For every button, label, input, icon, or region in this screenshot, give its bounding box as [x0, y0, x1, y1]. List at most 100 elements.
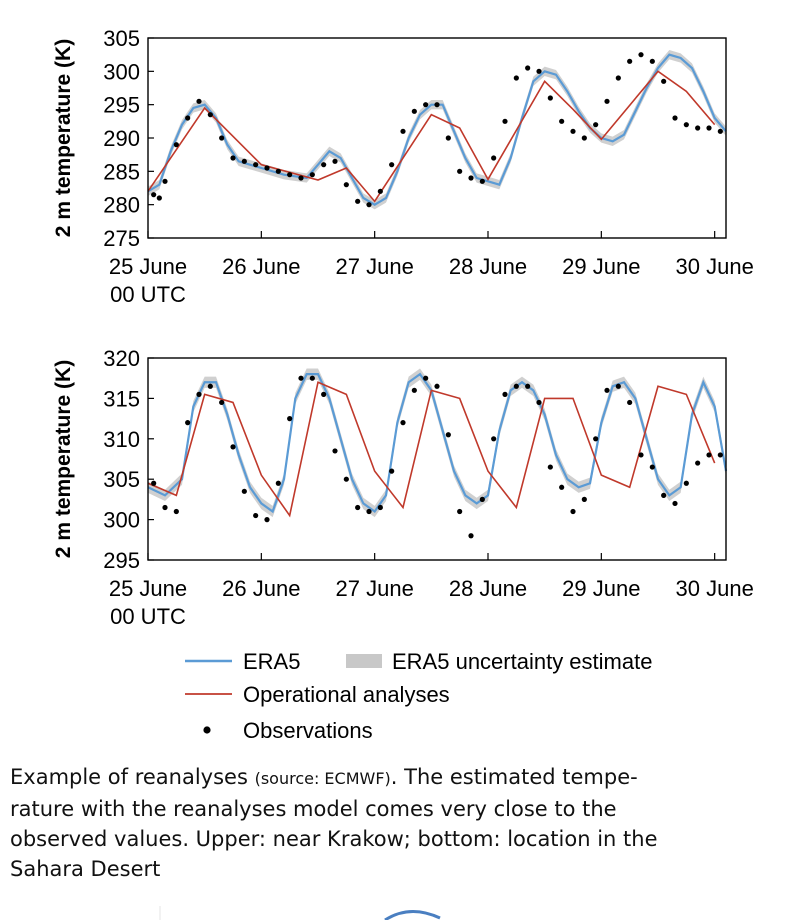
- chart-sahara-observation-point: [570, 508, 576, 515]
- chart-sahara-observation-point: [196, 391, 202, 397]
- chart-krakow-observation-point: [445, 135, 451, 141]
- chart-sahara-xtick-label: 25 June: [109, 576, 187, 601]
- chart-krakow-gridlines: [147, 37, 716, 239]
- chart-krakow-observation-point: [411, 108, 417, 114]
- chart-krakow-observation-point: [627, 58, 633, 64]
- chart-sahara-observation-point: [207, 383, 213, 389]
- chart-sahara-observation-point: [445, 432, 451, 438]
- chart-krakow-uncertainty-band: [148, 50, 726, 210]
- chart-sahara-ytick-labels: 295 300 305 310 315 320: [103, 346, 140, 573]
- chart-sahara-xtick-labels: 25 June 26 June 27 June 28 June 29 June 30 Ju…: [109, 576, 754, 629]
- chart-sahara-observation-point: [241, 488, 247, 494]
- chart-sahara-observation-point: [298, 375, 304, 381]
- chart-krakow-observation-point: [649, 58, 655, 64]
- legend-uncertainty-swatch: [346, 654, 382, 668]
- chart-krakow-observation-point: [366, 202, 372, 208]
- chart-krakow-observation-point: [615, 75, 621, 81]
- chart-krakow-observation-point: [434, 102, 440, 108]
- chart-sahara-observation-point: [275, 480, 281, 486]
- chart-krakow-observation-point: [491, 155, 497, 161]
- chart-krakow-xtick-label: 25 June: [109, 254, 187, 279]
- chart-sahara-observation-point: [423, 375, 429, 381]
- chart-sahara-observation-point: [559, 484, 565, 490]
- chart-krakow-observation-point: [638, 52, 644, 58]
- caption-line1-rest: . The estimated tempe-: [390, 765, 638, 789]
- chart-krakow-xtick-label: 28 June: [449, 254, 527, 279]
- chart-krakow-observations: [151, 52, 723, 208]
- caption-line-3: observed values. Upper: near Krakow; bot…: [10, 827, 658, 851]
- chart-krakow-observation-point: [559, 118, 565, 124]
- chart-krakow-observation-point: [389, 162, 395, 168]
- chart-krakow-observation-point: [151, 192, 157, 198]
- chart-sahara-observation-point: [355, 504, 361, 511]
- chart-sahara-xtick-label: 26 June: [222, 576, 300, 601]
- chart-sahara-observation-point: [457, 508, 463, 515]
- chart-krakow-ytick-label: 290: [103, 126, 140, 151]
- chart-krakow-ytick-label: 285: [103, 159, 140, 184]
- chart-krakow-xtick-sublabel: 00 UTC: [110, 282, 186, 307]
- chart-sahara-observation-point: [604, 387, 610, 393]
- chart-sahara-ytick-label: 320: [103, 346, 140, 371]
- chart-sahara-observation-point: [468, 533, 474, 539]
- chart-sahara-observation-point: [400, 420, 406, 426]
- legend-observations-label: Observations: [243, 718, 373, 743]
- chart-sahara-observation-point: [434, 383, 440, 389]
- chart-krakow-xtick-label: 30 June: [676, 254, 754, 279]
- chart-krakow-observation-point: [185, 115, 191, 121]
- chart-krakow-y-axis-title: 2 m temperature (K): [52, 39, 75, 237]
- chart-krakow-observation-point: [513, 75, 519, 81]
- chart-sahara-xtick-sublabel: 00 UTC: [110, 604, 186, 629]
- chart-sahara-observation-point: [683, 480, 689, 486]
- chart-krakow-observation-point: [230, 155, 236, 161]
- figure: 275 280 285 290 295 300 305 25 June 26 June 27 J…: [52, 26, 754, 743]
- chart-sahara-y-axis-title: 2 m temperature (K): [52, 360, 75, 558]
- chart-sahara-observation-point: [706, 452, 712, 458]
- chart-krakow-observation-point: [593, 122, 599, 128]
- chart-sahara-operational-line: [147, 381, 716, 518]
- chart-krakow-observation-point: [717, 128, 723, 134]
- chart-sahara-uncertainty-band: [148, 368, 726, 518]
- chart-krakow-xtick-labels: 25 June 26 June 27 June 28 June 29 June 30 Ju…: [109, 254, 754, 307]
- chart-sahara-observation-point: [649, 464, 655, 470]
- chart-sahara-ytick-label: 295: [103, 548, 140, 573]
- chart-krakow-observation-point: [309, 172, 315, 178]
- chart-krakow-observation-point: [706, 125, 712, 131]
- chart-krakow-observation-point: [604, 98, 610, 104]
- chart-sahara-observation-point: [366, 508, 372, 515]
- chart-sahara-ytick-label: 310: [103, 427, 140, 452]
- chart-sahara-observation-point: [638, 452, 644, 458]
- chart-sahara-observation-point: [230, 444, 236, 450]
- chart-krakow-uncertainty-area: [148, 50, 726, 210]
- chart-krakow-observation-point: [343, 182, 349, 188]
- chart-sahara-observation-point: [343, 476, 349, 482]
- chart-krakow-observation-point: [423, 102, 429, 108]
- chart-krakow-observation-point: [156, 195, 162, 201]
- chart-sahara-observation-point: [593, 436, 599, 442]
- chart-krakow-ytick-label: 275: [103, 226, 140, 251]
- chart-krakow-observation-point: [570, 128, 576, 134]
- chart-sahara-observation-point: [502, 391, 508, 397]
- chart-krakow-observation-point: [275, 168, 281, 174]
- legend-operational-label: Operational analyses: [243, 682, 450, 707]
- chart-krakow-observation-point: [547, 95, 553, 101]
- legend-observations-marker: [203, 726, 211, 734]
- caption-line-2: rature with the reanalyses model comes v…: [10, 797, 617, 821]
- chart-sahara-observation-point: [479, 496, 485, 502]
- chart-krakow-era5-line: [147, 53, 727, 206]
- chart-krakow-observation-point: [219, 135, 225, 141]
- chart-krakow-xtick-label: 29 June: [562, 254, 640, 279]
- chart-sahara-xtick-label: 29 June: [562, 576, 640, 601]
- chart-krakow-ytick-label: 300: [103, 59, 140, 84]
- chart-sahara-ytick-label: 315: [103, 386, 140, 411]
- caption-line-4: Sahara Desert: [10, 857, 161, 881]
- chart-krakow-xtick-label: 26 June: [222, 254, 300, 279]
- chart-sahara-observation-point: [536, 399, 542, 406]
- next-image-fragment: [159, 906, 441, 920]
- chart-krakow-observation-point: [287, 172, 293, 178]
- chart-sahara: 295 300 305 310 315 320 25 June 26 June 27 June…: [52, 346, 754, 629]
- chart-krakow-observation-point: [502, 118, 508, 124]
- caption-line-1: Example of reanalyses (source: ECMWF). T…: [10, 762, 802, 794]
- chart-krakow-observation-point: [241, 158, 247, 164]
- chart-sahara-observation-point: [151, 480, 157, 486]
- chart-sahara-observations: [151, 375, 723, 539]
